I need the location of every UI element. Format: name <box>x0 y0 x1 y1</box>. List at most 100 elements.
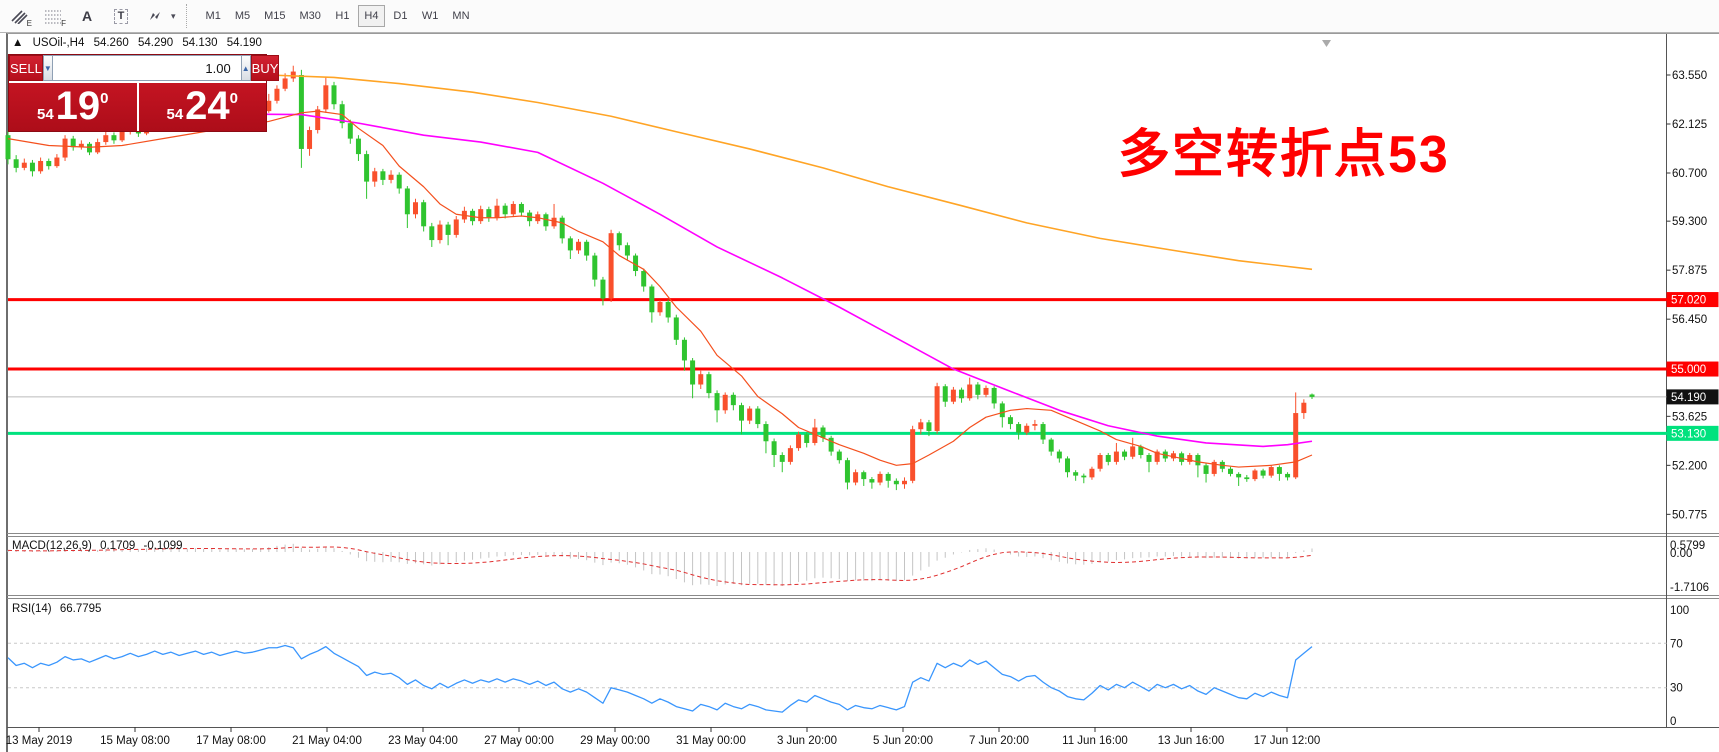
candle-body <box>1244 477 1250 480</box>
candle-body <box>46 160 52 167</box>
candle-body <box>1236 473 1242 478</box>
candle-body <box>893 480 899 485</box>
equidistant-channel-icon[interactable]: E <box>4 4 34 28</box>
candle-body <box>681 339 687 361</box>
macd-axis-label: 0.5799 <box>1670 540 1705 552</box>
candle-body <box>1032 424 1038 426</box>
timeframe-m30[interactable]: M30 <box>294 5 327 27</box>
candle-body <box>1252 470 1258 480</box>
candle-body <box>364 154 370 182</box>
candle-body <box>21 162 27 168</box>
candle-body <box>910 429 916 481</box>
macd-main-value: 0.1709 <box>100 540 136 552</box>
candle-body <box>975 384 981 395</box>
candle-body <box>445 224 451 235</box>
macd-axis-label: 0.00 <box>1670 548 1692 560</box>
candle-body <box>633 255 639 272</box>
text-tool-icon[interactable]: A <box>81 8 93 24</box>
time-tick-label: 23 May 04:00 <box>388 735 458 747</box>
candle-body <box>486 209 492 218</box>
candle-body <box>763 424 769 442</box>
chart-text-annotation[interactable]: 多空转折点53 <box>1118 126 1450 184</box>
sell-button[interactable]: SELL <box>9 55 43 81</box>
buy-price-sup: 0 <box>229 90 239 107</box>
candle-body <box>1179 453 1185 462</box>
candle-body <box>722 394 728 411</box>
candle-body <box>698 374 704 385</box>
candle-body <box>690 360 696 385</box>
buy-button[interactable]: BUY <box>250 55 280 81</box>
candle-body <box>510 203 516 215</box>
candle-body <box>372 171 378 182</box>
candle-body <box>323 85 329 110</box>
timeframe-m1[interactable]: M1 <box>200 5 227 27</box>
candle-body <box>812 427 818 443</box>
volume-decrease-button[interactable]: ▼ <box>42 55 53 81</box>
timeframe-h1[interactable]: H1 <box>329 5 356 27</box>
candle-body <box>347 123 353 139</box>
sell-price-sup: 0 <box>100 90 109 107</box>
timeframe-mn[interactable]: MN <box>446 5 475 27</box>
candle-body <box>926 422 932 431</box>
candle-body <box>282 78 288 89</box>
macd-axis-label: -1.7106 <box>1670 582 1709 594</box>
sell-price-display[interactable]: 54 19 0 <box>9 83 137 131</box>
price-badge <box>1666 361 1719 377</box>
price-badge-label: 57.020 <box>1671 295 1706 307</box>
timeframe-h4[interactable]: H4 <box>357 5 385 27</box>
timeframe-d1[interactable]: D1 <box>387 5 414 27</box>
time-tick-label: 17 Jun 12:00 <box>1254 735 1321 747</box>
rsi-axis-label: 30 <box>1670 683 1683 695</box>
candle-body <box>331 85 337 105</box>
volume-increase-button[interactable]: ▲ <box>240 55 251 81</box>
low-value: 54.130 <box>182 37 218 49</box>
volume-input[interactable] <box>52 55 241 81</box>
candle-body <box>1276 467 1282 474</box>
candle-body <box>38 160 44 172</box>
candle-body <box>274 88 280 101</box>
candle-body <box>796 434 802 449</box>
candle-body <box>836 451 842 461</box>
arrows-tool-icon[interactable] <box>140 4 170 28</box>
timeframe-m15[interactable]: M15 <box>258 5 291 27</box>
candle-body <box>307 130 313 149</box>
rsi-name: RSI(14) <box>12 603 52 615</box>
candle-body <box>771 441 777 456</box>
rsi-axis-label: 100 <box>1670 605 1689 617</box>
buy-price-main: 24 <box>185 84 230 128</box>
fibonacci-tool-badge: F <box>61 19 66 28</box>
timeframe-w1[interactable]: W1 <box>416 5 445 27</box>
label-tool-icon[interactable]: T <box>106 4 136 28</box>
fibonacci-retracement-icon[interactable]: F <box>38 4 68 28</box>
chart-shift-marker-icon[interactable] <box>1322 40 1331 47</box>
time-tick-label: 31 May 00:00 <box>676 735 746 747</box>
rsi-value: 66.7795 <box>59 603 102 615</box>
candle-body <box>967 384 973 399</box>
candle-body <box>1065 458 1070 473</box>
buy-price-display[interactable]: 54 24 0 <box>136 83 266 131</box>
price-badge-label: 55.000 <box>1671 364 1706 376</box>
candle-body <box>624 245 630 256</box>
candle-body <box>1293 413 1299 478</box>
candle-body <box>665 301 671 318</box>
candle-body <box>494 205 500 218</box>
candle-body <box>1048 439 1054 452</box>
channel-tool-badge: E <box>26 19 32 28</box>
macd-name: MACD(12,26,9) <box>12 540 92 552</box>
rsi-axis-label: 0 <box>1670 716 1676 728</box>
timeframe-m5[interactable]: M5 <box>229 5 256 27</box>
rsi-header: RSI(14) 66.7795 <box>12 603 106 615</box>
arrows-tool-dropdown-icon[interactable]: ▾ <box>171 10 176 21</box>
candle-body <box>673 317 679 340</box>
candle-body <box>266 100 272 112</box>
candle-body <box>103 135 109 143</box>
candle-body <box>502 205 508 215</box>
candle-body <box>87 143 92 153</box>
price-tick-label: 57.875 <box>1672 265 1707 277</box>
candle-body <box>787 448 793 462</box>
slow-ma-line <box>268 74 1313 271</box>
time-tick-label: 7 Jun 20:00 <box>969 735 1029 747</box>
candle-body <box>453 219 459 235</box>
